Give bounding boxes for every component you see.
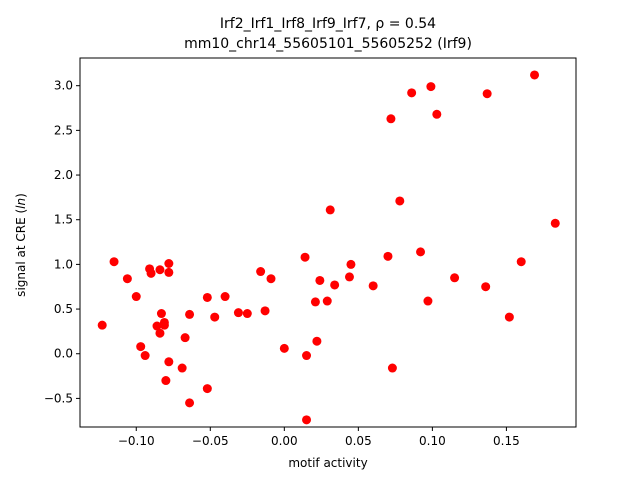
y-axis-label-main: signal at CRE (: [14, 209, 28, 297]
data-point-3: [131, 292, 141, 302]
data-point-37: [315, 275, 325, 285]
data-point-52: [432, 109, 442, 119]
x-tick-label-5: 0.15: [493, 434, 520, 448]
data-point-4: [136, 342, 146, 352]
data-point-34: [302, 415, 312, 425]
y-tick-label-7: 3.0: [54, 79, 73, 93]
data-point-49: [416, 247, 426, 257]
data-point-35: [310, 297, 320, 307]
axis-ticks: −0.10 −0.05 0.00 0.05 0.10 0.15 −0.5 0.0 0.5 1.0 1…: [44, 79, 520, 448]
y-tick-label-4: 1.5: [54, 213, 73, 227]
x-tick-label-3: 0.05: [345, 434, 372, 448]
data-point-29: [260, 306, 270, 316]
x-axis-label: motif activity: [288, 456, 367, 470]
y-axis-label-italic: ln: [14, 198, 28, 209]
x-tick-label-0: −0.10: [118, 434, 155, 448]
data-point-25: [220, 292, 230, 302]
data-point-59: [550, 218, 560, 228]
data-point-58: [530, 70, 540, 80]
data-point-26: [233, 308, 243, 318]
y-tick-label-3: 1.0: [54, 257, 73, 271]
data-point-15: [164, 267, 174, 277]
data-point-19: [180, 333, 190, 343]
data-point-8: [152, 321, 162, 331]
data-point-14: [161, 376, 171, 386]
data-point-46: [387, 363, 397, 373]
data-point-16: [164, 259, 174, 268]
data-point-10: [155, 328, 165, 338]
data-point-21: [185, 398, 195, 408]
data-point-13: [159, 320, 169, 330]
data-point-30: [266, 274, 276, 284]
y-tick-label-6: 2.5: [54, 123, 73, 137]
y-tick-label-0: −0.5: [44, 391, 73, 405]
data-point-48: [407, 88, 417, 98]
data-point-22: [202, 292, 212, 302]
y-axis-label-close: ): [14, 193, 28, 198]
data-point-11: [156, 309, 166, 319]
x-tick-label-4: 0.10: [419, 434, 446, 448]
data-point-40: [330, 280, 340, 290]
data-point-0: [97, 320, 107, 330]
data-point-32: [300, 252, 310, 262]
data-point-24: [210, 312, 220, 322]
data-point-47: [395, 196, 405, 206]
data-point-39: [325, 205, 335, 215]
data-point-17: [164, 357, 174, 367]
y-axis-label: signal at CRE (ln): [14, 193, 28, 297]
data-point-1: [109, 257, 119, 267]
data-point-23: [202, 384, 212, 394]
y-tick-label-5: 2.0: [54, 168, 73, 182]
data-point-57: [516, 257, 526, 267]
data-point-20: [185, 309, 195, 319]
x-tick-label-1: −0.05: [192, 434, 229, 448]
data-point-50: [423, 296, 433, 306]
data-point-55: [482, 89, 492, 99]
y-tick-label-1: 0.0: [54, 347, 73, 361]
data-point-5: [140, 351, 150, 361]
data-point-41: [344, 272, 354, 282]
data-point-18: [177, 363, 187, 373]
data-point-33: [302, 351, 312, 361]
data-point-7: [146, 268, 156, 278]
data-point-56: [504, 312, 514, 322]
data-point-31: [279, 343, 289, 353]
data-point-2: [122, 274, 132, 284]
data-points: [97, 70, 560, 425]
data-point-44: [383, 251, 393, 261]
axes-frame: [79, 57, 577, 428]
data-point-9: [155, 265, 165, 275]
data-point-45: [386, 114, 396, 124]
chart-title-line2: mm10_chr14_55605101_55605252 (Irf9): [184, 36, 472, 52]
data-point-54: [481, 282, 491, 292]
data-point-27: [242, 309, 252, 319]
data-point-36: [312, 336, 322, 346]
data-point-38: [322, 296, 332, 306]
chart-title-line1: Irf2_Irf1_Irf8_Irf9_Irf7, ρ = 0.54: [220, 16, 436, 32]
data-point-51: [426, 82, 436, 92]
data-point-43: [368, 281, 378, 291]
data-point-53: [450, 273, 460, 283]
y-tick-label-2: 0.5: [54, 302, 73, 316]
data-point-28: [256, 267, 266, 277]
x-tick-label-2: 0.00: [271, 434, 298, 448]
data-point-42: [346, 259, 356, 269]
